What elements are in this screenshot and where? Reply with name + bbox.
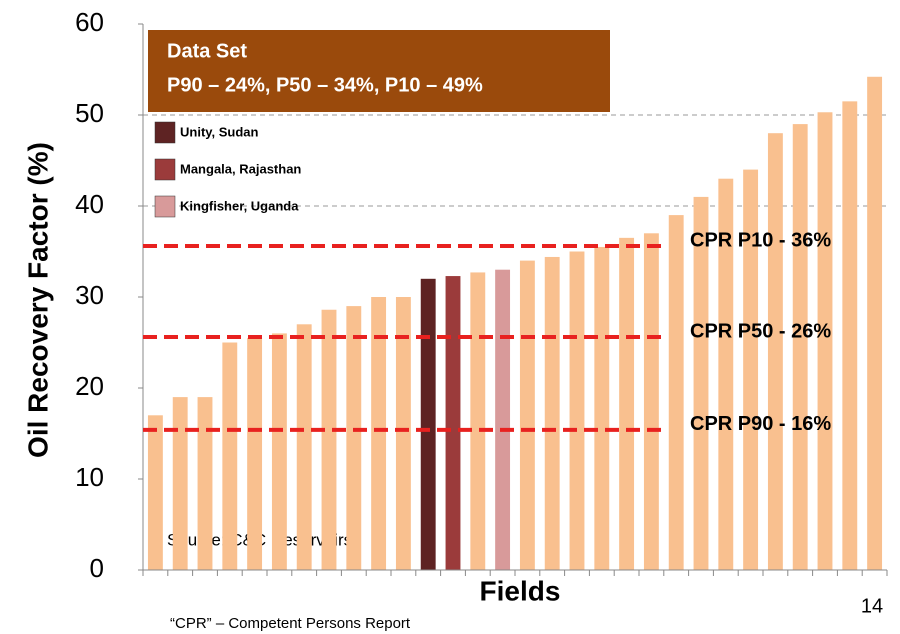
info-box-text: P90 – 24%, P50 – 34%, P10 – 49% (167, 74, 483, 96)
bar (247, 337, 263, 570)
x-axis-label: Fields (480, 575, 561, 606)
y-axis-label: Oil Recovery Factor (%) (22, 142, 53, 458)
reference-label: CPR P50 - 26% (690, 320, 831, 342)
y-tick-label: 20 (75, 371, 104, 401)
legend-swatch (154, 158, 176, 181)
bar (519, 260, 535, 570)
info-box-title: Data Set (167, 40, 247, 62)
y-tick-label: 30 (75, 280, 104, 310)
bar (643, 233, 659, 571)
y-tick-label: 40 (75, 189, 104, 219)
bar (470, 272, 486, 570)
bar (371, 297, 387, 570)
reference-label: CPR P90 - 16% (690, 413, 831, 435)
bar (619, 237, 635, 570)
bar (718, 178, 734, 570)
bar (495, 269, 511, 570)
bar (767, 133, 783, 570)
bar (743, 169, 759, 570)
reference-label: CPR P10 - 36% (690, 229, 831, 251)
bar (817, 112, 833, 571)
bar (296, 324, 312, 570)
bar (445, 276, 461, 570)
bar (147, 415, 163, 570)
y-tick-label: 50 (75, 98, 104, 128)
bar (544, 256, 560, 570)
page-number: 14 (861, 595, 883, 617)
y-tick-label: 10 (75, 462, 104, 492)
bar (197, 397, 213, 570)
legend-swatch (154, 121, 176, 144)
bar (172, 397, 188, 570)
legend-label: Kingfisher, Uganda (180, 198, 299, 213)
y-tick-label: 0 (90, 553, 104, 583)
footnote: “CPR” – Competent Persons Report (170, 615, 411, 632)
legend-swatch (154, 195, 176, 218)
legend-label: Unity, Sudan (180, 124, 259, 139)
bar (321, 309, 337, 570)
bar (346, 306, 362, 570)
bar (222, 342, 238, 570)
bar (867, 76, 883, 570)
bar (569, 251, 585, 570)
info-box (148, 30, 610, 112)
bar (668, 215, 684, 570)
bar (842, 101, 858, 570)
bar (420, 278, 436, 570)
y-tick-label: 60 (75, 7, 104, 37)
legend-label: Mangala, Rajasthan (180, 161, 301, 176)
bar (693, 196, 709, 570)
bar (792, 124, 808, 570)
bar (395, 297, 411, 570)
bar (594, 246, 610, 570)
bar (271, 333, 287, 570)
